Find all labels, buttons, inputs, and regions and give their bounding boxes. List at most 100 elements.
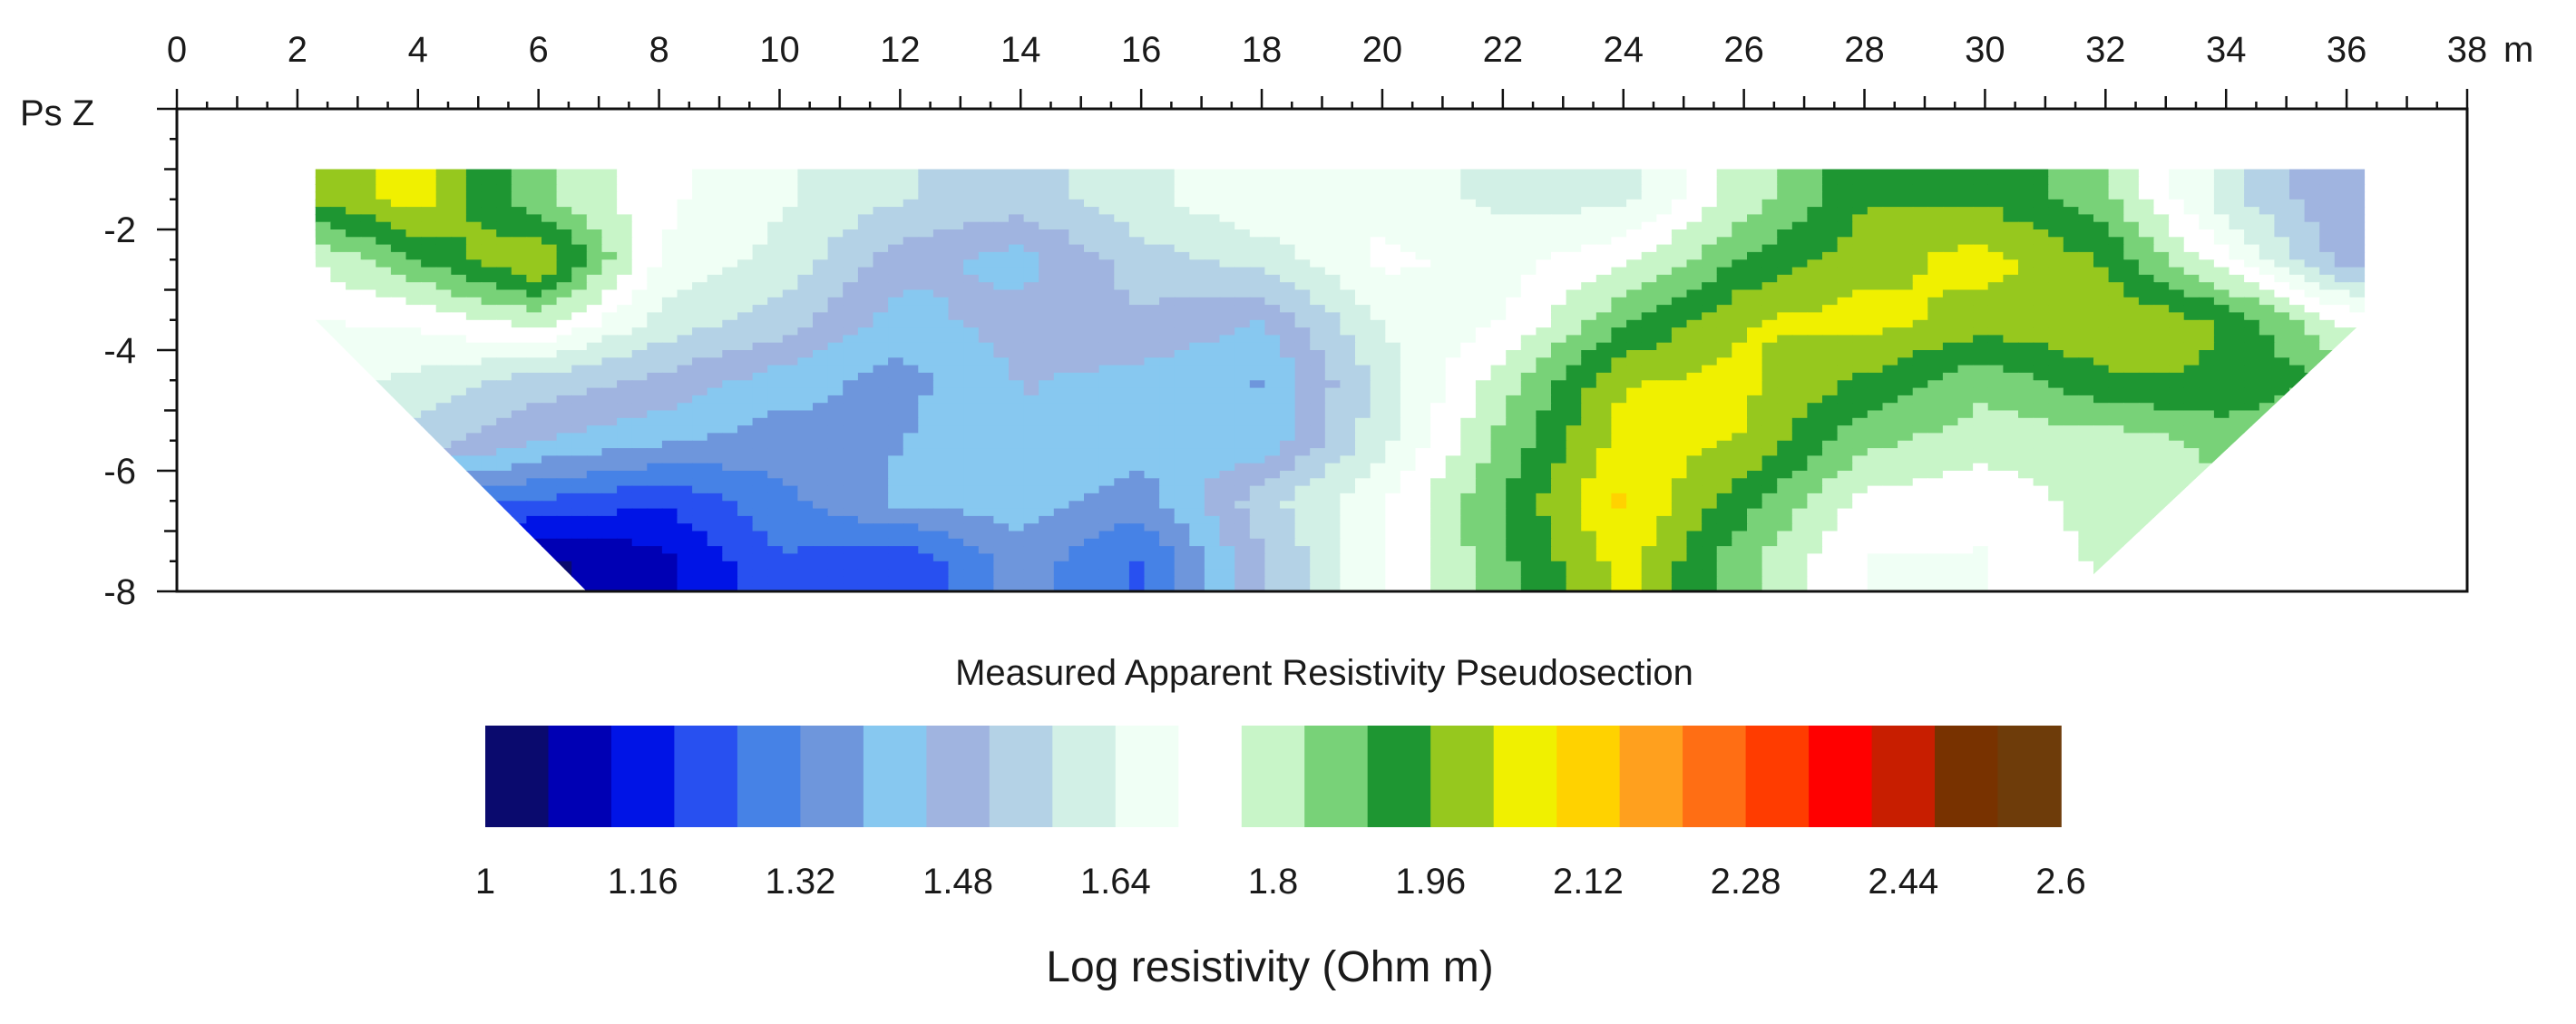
heatmap-cell <box>1249 305 1266 314</box>
heatmap-cell <box>2018 357 2034 366</box>
heatmap-cell <box>542 387 558 396</box>
heatmap-cell <box>1189 417 1205 426</box>
heatmap-cell <box>1656 191 1673 200</box>
heatmap-cell <box>1280 387 1296 396</box>
heatmap-cell <box>1174 410 1191 419</box>
heatmap-cell <box>435 357 453 366</box>
heatmap-cell <box>2334 184 2351 193</box>
heatmap-cell <box>918 387 934 396</box>
heatmap-cell <box>1445 237 1462 246</box>
heatmap-cell <box>376 289 392 298</box>
heatmap-cell <box>1219 335 1235 344</box>
heatmap-cell <box>2259 169 2276 178</box>
heatmap-cell <box>2108 207 2124 216</box>
heatmap-cell <box>1957 289 1974 298</box>
heatmap-cell <box>405 274 422 283</box>
heatmap-cell <box>1189 350 1205 359</box>
heatmap-cell <box>1400 244 1417 253</box>
heatmap-cell <box>1520 237 1537 246</box>
heatmap-cell <box>315 199 317 208</box>
heatmap-cell <box>1114 319 1130 328</box>
heatmap-cell <box>948 259 964 268</box>
heatmap-cell <box>1912 312 1929 321</box>
heatmap-cell <box>1400 289 1417 298</box>
heatmap-cell <box>1475 425 1492 434</box>
heatmap-cell <box>2123 403 2140 412</box>
heatmap-cell <box>542 395 558 404</box>
heatmap-cell <box>647 350 663 359</box>
heatmap-cell <box>1310 403 1326 412</box>
heatmap-cell <box>782 433 799 442</box>
heatmap-cell <box>1852 372 1869 381</box>
heatmap-cell <box>346 289 362 298</box>
heatmap-cell <box>1340 184 1356 193</box>
heatmap-cell <box>1791 417 1809 426</box>
heatmap-cell <box>2334 357 2351 366</box>
heatmap-cell <box>2169 410 2185 419</box>
heatmap-cell <box>1987 417 2005 426</box>
heatmap-cell <box>2108 319 2124 328</box>
heatmap-cell <box>360 403 377 412</box>
heatmap-cell <box>843 251 859 260</box>
heatmap-cell <box>873 207 889 216</box>
heatmap-cell <box>481 244 497 253</box>
heatmap-cell <box>1098 229 1115 239</box>
heatmap-cell <box>2018 169 2034 178</box>
heatmap-cell <box>2289 372 2306 381</box>
heatmap-cell <box>1234 342 1251 351</box>
heatmap-cell <box>2229 403 2245 412</box>
heatmap-cell <box>405 229 422 239</box>
heatmap-cell <box>1611 237 1627 246</box>
heatmap-cell <box>2319 327 2336 336</box>
heatmap-cell <box>2183 380 2200 389</box>
heatmap-cell <box>2183 342 2200 351</box>
heatmap-cell <box>1280 237 1296 246</box>
heatmap-cell <box>2183 251 2200 260</box>
heatmap-cell <box>2259 372 2276 381</box>
heatmap-cell <box>782 289 799 298</box>
heatmap-cell <box>1641 267 1658 276</box>
heatmap-cell <box>601 425 618 434</box>
heatmap-cell <box>435 305 453 314</box>
heatmap-cell <box>421 267 437 276</box>
heatmap-cell <box>631 395 649 404</box>
heatmap-cell <box>1927 229 1944 239</box>
heatmap-cell <box>827 305 844 314</box>
heatmap-cell <box>1415 267 1431 276</box>
heatmap-cell <box>1611 214 1627 223</box>
heatmap-cell <box>2003 176 2019 185</box>
heatmap-cell <box>1595 305 1613 314</box>
heatmap-cell <box>1702 244 1718 253</box>
heatmap-cell <box>465 335 483 344</box>
heatmap-cell <box>2349 297 2366 306</box>
heatmap-cell <box>993 297 1010 306</box>
heatmap-cell <box>617 335 633 344</box>
heatmap-cell <box>1009 244 1025 253</box>
heatmap-cell <box>661 387 678 396</box>
heatmap-cell <box>571 237 588 246</box>
heatmap-cell <box>346 297 362 306</box>
heatmap-cell <box>2304 184 2320 193</box>
heatmap-cell <box>1566 395 1582 404</box>
heatmap-cell <box>1807 395 1823 404</box>
heatmap-cell <box>2319 214 2336 223</box>
heatmap-cell <box>571 380 588 389</box>
heatmap-cell <box>1716 297 1733 306</box>
heatmap-cell <box>978 297 995 306</box>
heatmap-cell <box>571 259 588 268</box>
heatmap-cell <box>1867 342 1884 351</box>
heatmap-cell <box>1280 395 1296 404</box>
heatmap-cell <box>1204 169 1221 178</box>
heatmap-cell <box>647 342 663 351</box>
heatmap-cell <box>1204 350 1221 359</box>
heatmap-cell <box>1732 259 1748 268</box>
heatmap-cell <box>1581 251 1597 260</box>
heatmap-cell <box>1445 289 1462 298</box>
heatmap-cell <box>2289 350 2306 359</box>
heatmap-cell <box>1114 169 1130 178</box>
heatmap-cell <box>1595 372 1613 381</box>
heatmap-cell <box>511 229 528 239</box>
heatmap-cell <box>1445 244 1462 253</box>
heatmap-cell <box>360 251 377 260</box>
heatmap-cell <box>2229 433 2245 442</box>
